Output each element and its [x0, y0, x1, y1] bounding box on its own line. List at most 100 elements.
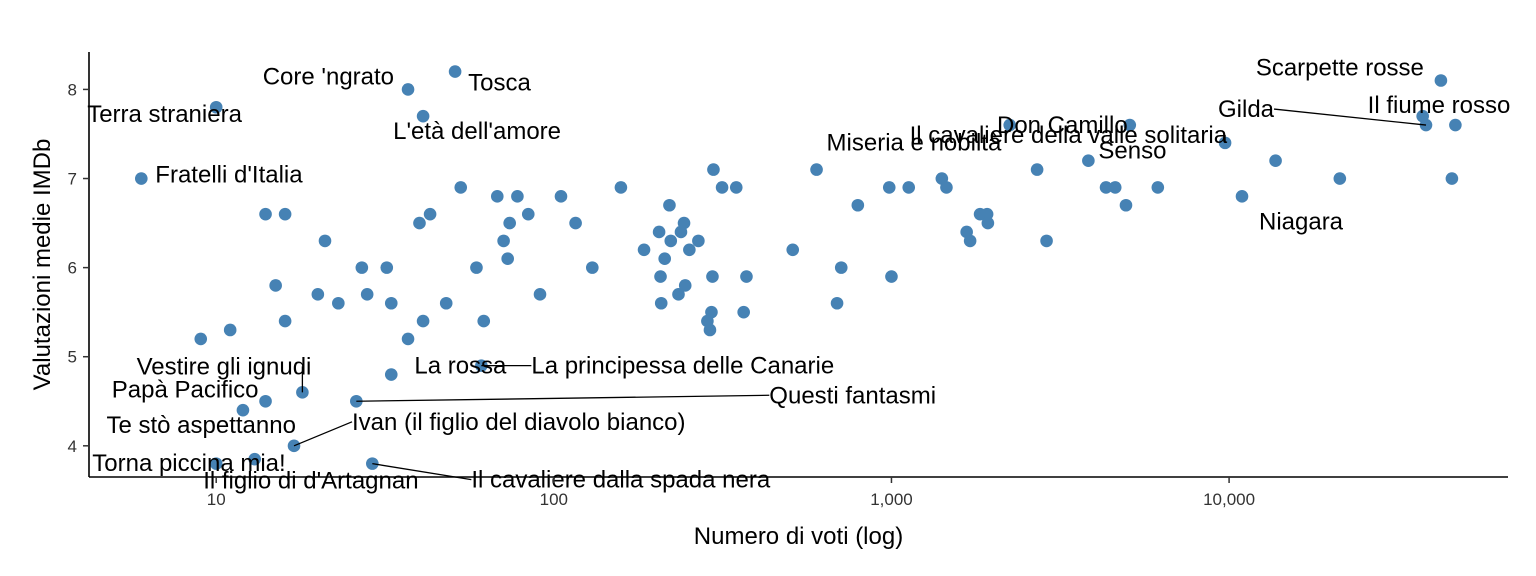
- point-label: Vestire gli ignudi: [137, 353, 312, 380]
- point-label: Il cavaliere della valle solitaria: [910, 122, 1228, 149]
- data-point: [533, 288, 547, 301]
- point-label: L'età dell'amore: [393, 118, 561, 145]
- x-axis-title: Numero di voti (log): [694, 523, 903, 550]
- data-point: [652, 225, 666, 239]
- data-point: [586, 261, 599, 274]
- data-point: [413, 216, 426, 230]
- data-point: [678, 279, 692, 292]
- data-point: [1449, 118, 1462, 132]
- data-point: [692, 234, 705, 248]
- data-point: [885, 270, 898, 283]
- x-tick-label: 10: [207, 490, 226, 509]
- data-point: [380, 261, 394, 274]
- data-point: [940, 181, 953, 194]
- data-point: [401, 332, 415, 346]
- data-point: [470, 261, 483, 274]
- data-point: [677, 216, 691, 230]
- data-point: [963, 234, 977, 248]
- data-point: [637, 243, 651, 257]
- data-point: [490, 190, 504, 203]
- data-point: [401, 83, 415, 96]
- point-labels: Core 'ngrato Tosca Terra straniera L'età de…: [87, 55, 1510, 495]
- data-point: [1445, 172, 1459, 185]
- x-tick-label: 1,000: [870, 490, 913, 509]
- data-point: [707, 163, 720, 176]
- data-point: [729, 181, 743, 194]
- y-axis-ticks: 4 5 6 7 8: [68, 80, 89, 456]
- data-point: [663, 198, 676, 212]
- data-point: [654, 296, 668, 310]
- point-label: Ivan (il figlio del diavolo bianco): [352, 409, 686, 436]
- point-label: La principessa delle Canarie: [531, 353, 834, 380]
- point-label: Te stò aspettanno: [106, 412, 295, 439]
- data-point: [683, 243, 696, 257]
- data-point: [209, 100, 223, 114]
- data-point: [810, 163, 823, 176]
- y-axis-title: Valutazioni medie IMDb: [29, 139, 56, 391]
- data-point: [423, 207, 437, 221]
- data-point: [834, 261, 848, 274]
- data-point: [439, 296, 453, 310]
- data-point: [318, 234, 332, 248]
- data-point: [1030, 163, 1044, 176]
- y-tick-label: 8: [68, 80, 77, 99]
- data-point: [223, 323, 237, 337]
- data-point: [902, 181, 916, 194]
- data-point: [1434, 74, 1448, 87]
- data-point: [448, 65, 462, 78]
- point-label: Questi fantasmi: [769, 382, 936, 409]
- data-point: [497, 234, 510, 248]
- x-tick-label: 10,000: [1203, 490, 1255, 509]
- data-point: [521, 207, 535, 221]
- data-point: [416, 109, 430, 123]
- point-label: Il figlio di d'Artagnan: [203, 468, 418, 495]
- data-point: [454, 181, 468, 194]
- point-label: Miseria e nobiltà: [827, 130, 1002, 157]
- data-point: [501, 252, 514, 266]
- point-label: Niagara: [1259, 208, 1344, 235]
- data-point: [269, 279, 282, 292]
- data-point: [830, 296, 844, 310]
- x-tick-label: 100: [540, 490, 568, 509]
- data-point: [511, 190, 524, 203]
- y-tick-label: 6: [68, 259, 77, 278]
- leader-line: [1273, 108, 1427, 126]
- data-point: [384, 296, 398, 310]
- data-point: [236, 403, 250, 417]
- leader-line: [293, 421, 353, 447]
- data-point: [1151, 181, 1165, 194]
- data-point: [503, 216, 516, 230]
- y-tick-label: 4: [68, 437, 77, 456]
- data-point: [706, 270, 719, 283]
- y-tick-label: 5: [68, 348, 77, 367]
- data-point: [737, 305, 750, 319]
- data-point: [248, 452, 261, 466]
- data-point: [1082, 154, 1095, 168]
- data-point: [654, 270, 667, 283]
- point-label: Don Camillo: [997, 112, 1128, 139]
- x-axis-ticks: 10 100 1,000 10,000: [207, 477, 1255, 509]
- data-point: [416, 314, 430, 328]
- data-point: [882, 181, 896, 194]
- leader-line: [356, 394, 770, 402]
- data-point: [672, 288, 685, 301]
- data-point: [311, 288, 325, 301]
- data-point: [1333, 172, 1347, 185]
- data-point: [703, 323, 717, 337]
- data-point: [705, 305, 718, 319]
- data-point: [360, 288, 374, 301]
- point-label: Il cavaliere dalla spada nera: [471, 467, 771, 494]
- data-point: [1235, 190, 1249, 203]
- data-point: [554, 190, 568, 203]
- data-point: [278, 207, 292, 221]
- point-label: Scarpette rosse: [1256, 55, 1424, 82]
- data-point: [1123, 118, 1137, 132]
- data-point: [569, 216, 582, 230]
- data-point: [209, 457, 223, 470]
- data-point: [194, 332, 208, 346]
- data-point: [1269, 154, 1282, 168]
- point-label: Gilda: [1218, 96, 1275, 123]
- data-point: [786, 243, 800, 257]
- data-point: [1119, 198, 1133, 212]
